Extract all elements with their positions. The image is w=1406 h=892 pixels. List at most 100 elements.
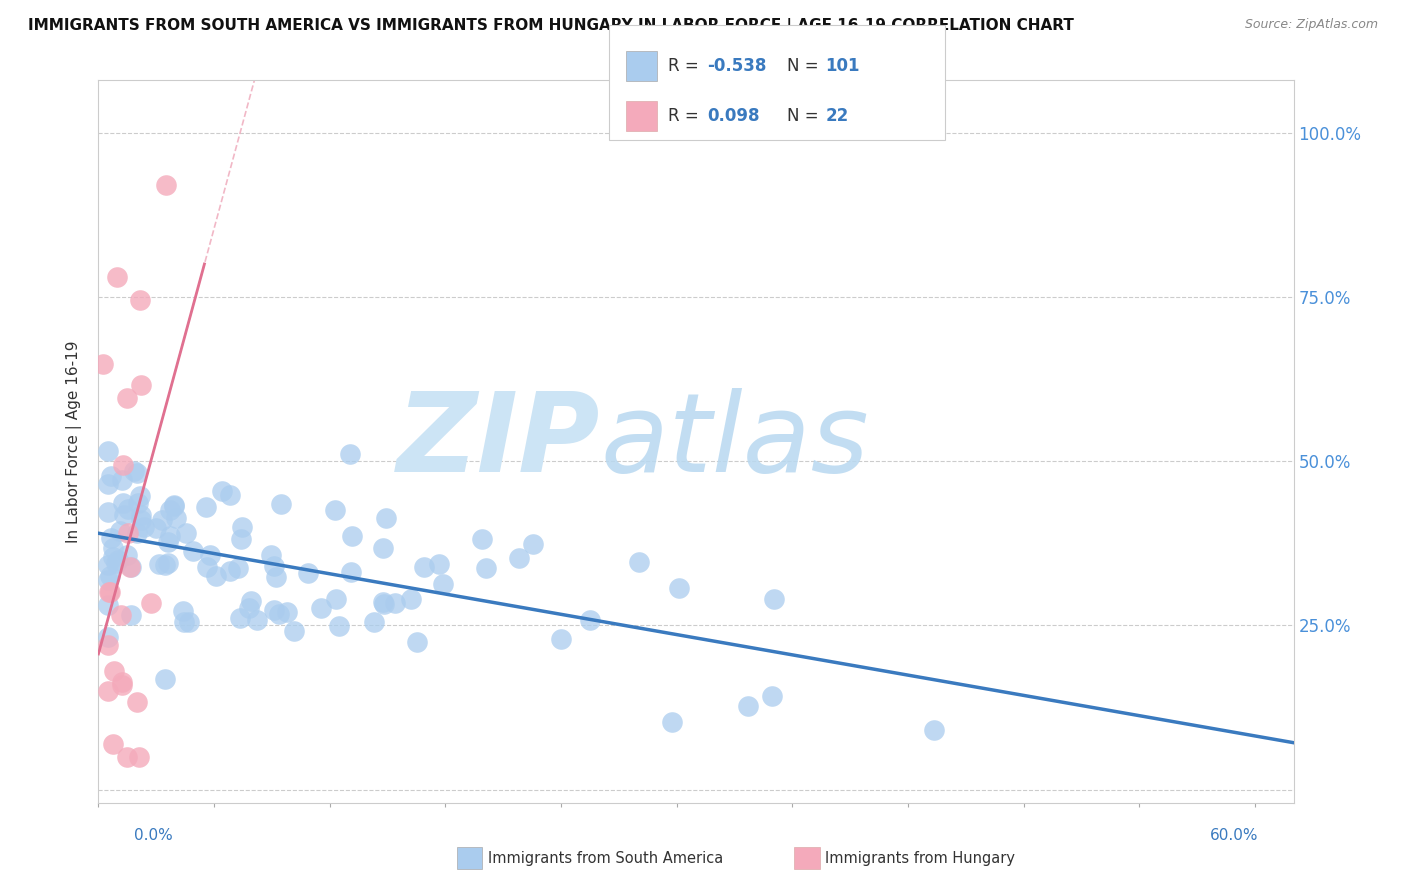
Point <box>239 594 262 608</box>
Point <box>120 560 142 574</box>
Point <box>117 548 139 562</box>
Point <box>267 607 290 622</box>
Text: 101: 101 <box>825 57 860 75</box>
Text: Immigrants from South America: Immigrants from South America <box>488 851 723 865</box>
Point <box>117 502 139 516</box>
Point <box>110 677 132 691</box>
Point <box>406 634 429 648</box>
Point <box>101 737 124 751</box>
Point <box>98 569 121 583</box>
Point <box>276 605 298 619</box>
Point <box>432 577 454 591</box>
Point <box>128 749 150 764</box>
Point <box>165 511 187 525</box>
Point <box>471 533 494 547</box>
Point <box>375 510 398 524</box>
Text: N =: N = <box>787 107 824 125</box>
Point <box>218 488 240 502</box>
Point <box>97 504 120 518</box>
Point <box>127 526 149 541</box>
Y-axis label: In Labor Force | Age 16-19: In Labor Force | Age 16-19 <box>66 340 83 543</box>
Point <box>263 603 285 617</box>
Point <box>197 560 219 574</box>
Point <box>97 573 120 587</box>
Point <box>100 531 122 545</box>
Point <box>373 597 395 611</box>
Point <box>153 672 176 686</box>
Point <box>163 498 186 512</box>
Point <box>176 526 198 541</box>
Text: 60.0%: 60.0% <box>1211 828 1258 843</box>
Point <box>219 565 242 579</box>
Point <box>103 541 125 555</box>
Point <box>762 592 785 607</box>
Point <box>111 495 134 509</box>
Point <box>550 632 572 647</box>
Point <box>107 553 129 567</box>
Point <box>117 749 139 764</box>
Point <box>150 512 173 526</box>
Point <box>112 508 135 523</box>
Point <box>522 537 544 551</box>
Point <box>173 615 195 629</box>
Point <box>263 558 285 573</box>
Point <box>157 556 180 570</box>
Point <box>97 477 120 491</box>
Point <box>238 600 260 615</box>
Point <box>761 690 783 704</box>
Point <box>111 674 134 689</box>
Point <box>342 528 364 542</box>
Point <box>229 533 252 547</box>
Point <box>283 624 305 638</box>
Point <box>111 473 134 487</box>
Point <box>181 544 204 558</box>
Point <box>97 684 120 698</box>
Point <box>129 508 152 522</box>
Point <box>163 500 186 514</box>
Text: R =: R = <box>668 57 704 75</box>
Point <box>325 591 347 606</box>
Point <box>139 596 162 610</box>
Text: N =: N = <box>787 57 824 75</box>
Point <box>131 513 153 527</box>
Point <box>363 615 385 629</box>
Point <box>297 566 319 580</box>
Point <box>117 391 139 405</box>
Point <box>323 502 346 516</box>
Point <box>371 595 394 609</box>
Point <box>157 535 180 549</box>
Point <box>200 548 222 562</box>
Point <box>668 581 690 595</box>
Point <box>579 613 602 627</box>
Point <box>124 464 146 478</box>
Point <box>270 497 292 511</box>
Point <box>97 444 120 458</box>
Point <box>105 270 128 285</box>
Point <box>226 561 249 575</box>
Point <box>120 560 142 574</box>
Point <box>475 560 498 574</box>
Point <box>211 483 233 498</box>
Point <box>427 557 450 571</box>
Point <box>339 447 361 461</box>
Point <box>134 520 156 534</box>
Point <box>661 714 683 729</box>
Point <box>129 378 152 392</box>
Point <box>194 500 217 515</box>
Text: atlas: atlas <box>600 388 869 495</box>
Point <box>97 558 120 573</box>
Point <box>177 615 200 629</box>
Point <box>231 520 253 534</box>
Point <box>100 469 122 483</box>
Point <box>922 723 945 737</box>
Text: Source: ZipAtlas.com: Source: ZipAtlas.com <box>1244 18 1378 31</box>
Point <box>97 630 120 644</box>
Point <box>508 551 530 566</box>
Text: ZIP: ZIP <box>396 388 600 495</box>
Text: 0.098: 0.098 <box>707 107 759 125</box>
Point <box>309 600 332 615</box>
Point <box>153 558 176 572</box>
Point <box>103 549 125 564</box>
Point <box>155 178 177 193</box>
Point <box>371 541 394 555</box>
